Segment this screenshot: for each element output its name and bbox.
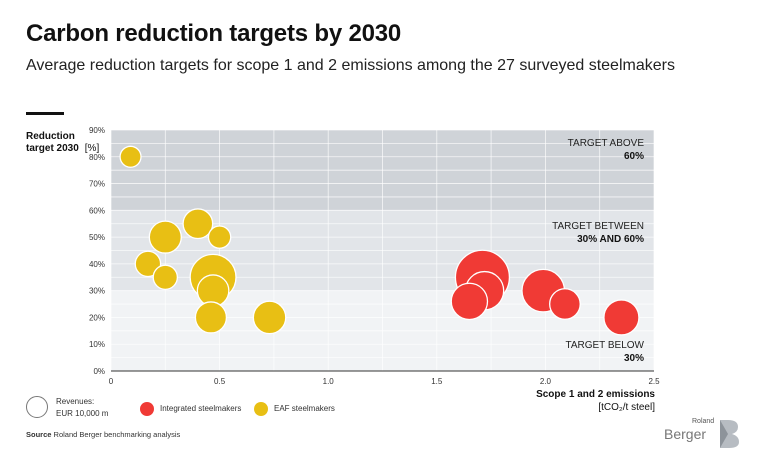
y-tick-label: 60% <box>89 206 105 215</box>
bubble-integrated <box>603 299 640 336</box>
y-axis-unit: [%] <box>84 143 100 154</box>
bubble-eaf <box>182 208 214 240</box>
bubble-eaf <box>119 145 142 168</box>
y-axis-label-text: Reduction target 2030 <box>26 131 79 154</box>
logo-line1: Roland <box>692 418 715 425</box>
y-tick-label: 30% <box>89 287 105 296</box>
x-tick-label: 0.5 <box>214 377 226 386</box>
x-tick-label: 1.0 <box>323 377 335 386</box>
legend-revenues-value: EUR 10,000 m <box>56 409 109 418</box>
band-label: TARGET BETWEEN <box>552 221 644 232</box>
y-tick-label: 0% <box>93 367 105 376</box>
logo-mark-icon <box>720 420 739 448</box>
source-text: Roland Berger benchmarking analysis <box>53 430 181 439</box>
y-tick-label: 80% <box>89 153 105 162</box>
y-tick-label: 70% <box>89 180 105 189</box>
legend-revenues-label: Revenues: <box>56 397 95 406</box>
x-tick-label: 2.5 <box>648 377 660 386</box>
bubble-eaf <box>194 301 228 334</box>
legend-integrated-dot <box>140 402 154 416</box>
bubble-integrated <box>549 288 581 320</box>
y-axis-label: Reduction target 2030 [%] <box>26 131 99 155</box>
source-note: Source Roland Berger benchmarking analys… <box>26 430 180 439</box>
title-rule <box>26 112 64 115</box>
chart-title: Carbon reduction targets by 2030 <box>26 20 402 47</box>
band-label: TARGET BELOW <box>565 340 644 351</box>
x-axis-label: Scope 1 and 2 emissions [tCO₂/t steel] <box>536 388 655 414</box>
x-axis-label-text: Scope 1 and 2 emissions <box>536 389 655 400</box>
y-tick-label: 50% <box>89 233 105 242</box>
band-label-value: 30% AND 60% <box>577 234 644 245</box>
x-axis-unit: [tCO₂/t steel] <box>598 402 655 413</box>
bubble-eaf <box>252 300 287 335</box>
legend-eaf-label: EAF steelmakers <box>274 404 335 413</box>
y-tick-label: 90% <box>89 126 105 135</box>
legend-size-circle <box>26 396 48 418</box>
source-label: Source <box>26 430 52 439</box>
x-tick-label: 1.5 <box>431 377 443 386</box>
y-tick-label: 20% <box>89 313 105 322</box>
band-label: TARGET ABOVE <box>568 138 645 149</box>
legend-eaf-dot <box>254 402 268 416</box>
y-tick-label: 40% <box>89 260 105 269</box>
x-tick-label: 0 <box>109 377 114 386</box>
chart-subtitle: Average reduction targets for scope 1 an… <box>26 57 675 74</box>
band-label-value: 60% <box>624 151 644 162</box>
bubble-eaf <box>134 250 162 278</box>
band-label-value: 30% <box>624 353 644 364</box>
legend-integrated-label: Integrated steelmakers <box>160 404 242 413</box>
bubble-integrated <box>450 282 489 321</box>
bubble-eaf <box>207 225 232 249</box>
legend-revenues: Revenues: EUR 10,000 m <box>56 396 108 420</box>
logo-line2: Berger <box>664 426 707 442</box>
x-tick-label: 2.0 <box>540 377 552 386</box>
bubble-eaf <box>148 220 182 254</box>
y-tick-label: 10% <box>89 340 105 349</box>
bubble-eaf <box>152 264 179 291</box>
